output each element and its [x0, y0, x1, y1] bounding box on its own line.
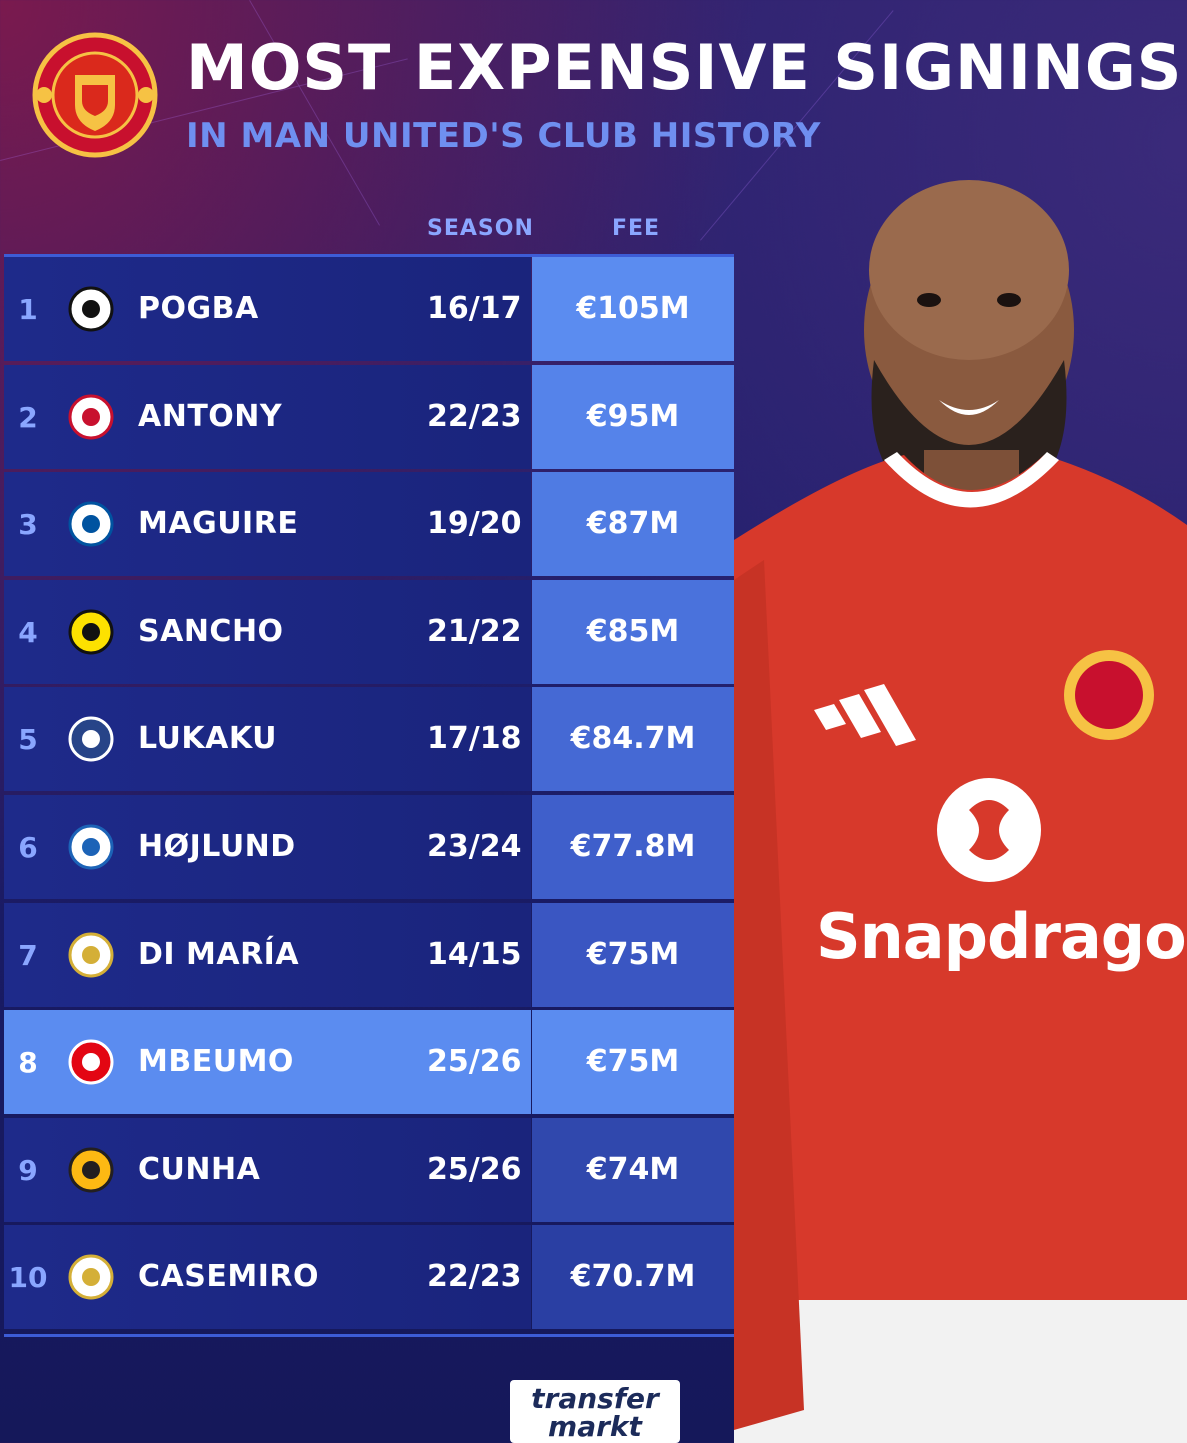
fee-cell: €84.7M	[532, 687, 734, 792]
player-photo	[734, 180, 1187, 1443]
player-name: MAGUIRE	[138, 506, 299, 542]
season-value: 22/23	[427, 398, 522, 434]
ajax-crest-icon	[68, 394, 114, 440]
table-row: 2 ANTONY 22/23 €95M	[4, 364, 734, 469]
season-value: 23/24	[427, 829, 522, 864]
player-name: DI MARÍA	[138, 936, 300, 972]
rank-number: 3	[18, 508, 38, 542]
season-value: 25/26	[427, 1151, 522, 1187]
row-main-cell: 5 LUKAKU 17/18	[4, 687, 531, 792]
season-value: 19/20	[427, 506, 522, 542]
season-column-header: SEASON	[427, 216, 534, 241]
rank-number: 1	[18, 293, 38, 326]
rank-number: 8	[18, 1046, 38, 1080]
row-main-cell: 4 SANCHO 21/22	[4, 579, 531, 684]
fee-cell: €95M	[532, 364, 734, 469]
table-row: 1 POGBA 16/17 €105M	[4, 257, 734, 361]
row-main-cell: 6 HØJLUND 23/24	[4, 795, 531, 899]
fee-cell: €74M	[532, 1117, 734, 1222]
season-value: 14/15	[427, 936, 522, 972]
table-row: 3 MAGUIRE 19/20 €87M	[4, 472, 734, 577]
fee-value: €75M	[586, 1044, 680, 1080]
player-name: ANTONY	[138, 398, 283, 434]
fee-value: €75M	[586, 936, 680, 972]
player-name: CUNHA	[138, 1151, 261, 1187]
rank-number: 10	[8, 1261, 48, 1295]
fee-column-header: FEE	[612, 216, 661, 241]
player-name: LUKAKU	[138, 721, 277, 757]
season-value: 22/23	[427, 1259, 522, 1295]
table-top-divider	[4, 254, 734, 257]
wolves-crest-icon	[68, 1147, 114, 1193]
atalanta-crest-icon	[68, 824, 114, 870]
table-bottom-divider	[4, 1334, 734, 1337]
rank-number: 6	[18, 831, 38, 864]
fee-value: €95M	[586, 398, 680, 434]
fee-value: €105M	[576, 291, 690, 326]
rank-number: 7	[18, 938, 38, 972]
row-main-cell: 2 ANTONY 22/23	[4, 364, 531, 469]
manchester-united-crest-icon	[32, 32, 158, 158]
row-main-cell: 3 MAGUIRE 19/20	[4, 472, 531, 577]
fee-cell: €85M	[532, 579, 734, 684]
table-row: 7 DI MARÍA 14/15 €75M	[4, 902, 734, 1007]
row-main-cell: 9 CUNHA 25/26	[4, 1117, 531, 1222]
page-subtitle: IN MAN UNITED'S CLUB HISTORY	[186, 116, 821, 156]
player-name: MBEUMO	[138, 1044, 294, 1080]
table-row: 9 CUNHA 25/26 €74M	[4, 1117, 734, 1222]
transfermarkt-logo: transfer markt	[510, 1380, 680, 1443]
dortmund-crest-icon	[68, 609, 114, 655]
shirt-sponsor-text: Snapdragon	[816, 900, 1187, 973]
table-row: 4 SANCHO 21/22 €85M	[4, 579, 734, 684]
table-row: 10 CASEMIRO 22/23 €70.7M	[4, 1225, 734, 1330]
player-name: HØJLUND	[138, 829, 296, 864]
fee-cell: €75M	[532, 1010, 734, 1115]
season-value: 25/26	[427, 1044, 522, 1080]
table-row: 8 MBEUMO 25/26 €75M	[4, 1010, 734, 1115]
season-value: 16/17	[427, 291, 522, 326]
row-main-cell: 7 DI MARÍA 14/15	[4, 902, 531, 1007]
fee-cell: €77.8M	[532, 795, 734, 899]
everton-crest-icon	[68, 716, 114, 762]
fee-value: €85M	[586, 613, 680, 649]
fee-cell: €75M	[532, 902, 734, 1007]
transfermarkt-logo-line2: markt	[548, 1410, 642, 1443]
player-name: SANCHO	[138, 613, 284, 649]
fee-value: €70.7M	[570, 1259, 696, 1295]
fee-cell: €70.7M	[532, 1225, 734, 1330]
real-madrid-crest-icon	[68, 1254, 114, 1300]
rank-number: 9	[18, 1153, 38, 1187]
transfermarkt-logo-line1: transfer	[531, 1382, 659, 1415]
table-row: 5 LUKAKU 17/18 €84.7M	[4, 687, 734, 792]
fee-cell: €105M	[532, 257, 734, 361]
fee-value: €87M	[586, 506, 680, 542]
fee-value: €84.7M	[570, 721, 696, 757]
real-madrid-crest-icon	[68, 932, 114, 978]
player-name: POGBA	[138, 291, 259, 326]
juventus-crest-icon	[68, 286, 114, 332]
fee-value: €74M	[586, 1151, 680, 1187]
player-name: CASEMIRO	[138, 1259, 319, 1295]
rank-number: 5	[18, 723, 38, 757]
row-main-cell: 1 POGBA 16/17	[4, 257, 531, 361]
row-main-cell: 10 CASEMIRO 22/23	[4, 1225, 531, 1330]
table-row: 6 HØJLUND 23/24 €77.8M	[4, 795, 734, 899]
fee-cell: €87M	[532, 472, 734, 577]
brentford-crest-icon	[68, 1039, 114, 1085]
season-value: 21/22	[427, 613, 522, 649]
rank-number: 4	[18, 615, 38, 649]
rank-number: 2	[18, 400, 38, 434]
page-title: MOST EXPENSIVE SIGNINGS	[186, 31, 1183, 104]
season-value: 17/18	[427, 721, 522, 757]
row-main-cell: 8 MBEUMO 25/26	[4, 1010, 531, 1115]
fee-value: €77.8M	[570, 829, 696, 864]
leicester-crest-icon	[68, 501, 114, 547]
